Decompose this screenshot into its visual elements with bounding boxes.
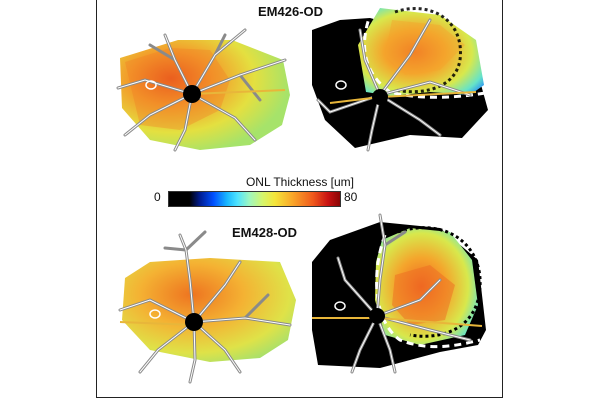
optic-disc <box>185 313 203 331</box>
colorbar-max-label: 80 <box>344 190 358 204</box>
colorbar-title: ONL Thickness [um] <box>245 175 355 189</box>
optic-disc <box>183 85 201 103</box>
figure-frame <box>96 0 503 398</box>
colorbar-min-label: 0 <box>154 190 161 204</box>
fovea-marker <box>149 309 161 319</box>
fovea-marker <box>334 301 346 311</box>
map-top-left <box>116 28 290 152</box>
optic-disc <box>369 308 385 324</box>
map-bottom-right <box>312 213 486 374</box>
map-top-right <box>312 7 491 152</box>
colorbar <box>168 191 341 207</box>
fovea-marker <box>335 80 347 90</box>
panel-label-bottom: EM428-OD <box>232 225 298 240</box>
fovea-marker <box>145 80 157 90</box>
panel-label-top: EM426-OD <box>258 4 324 19</box>
optic-disc <box>372 89 388 105</box>
map-bottom-left <box>118 230 296 384</box>
